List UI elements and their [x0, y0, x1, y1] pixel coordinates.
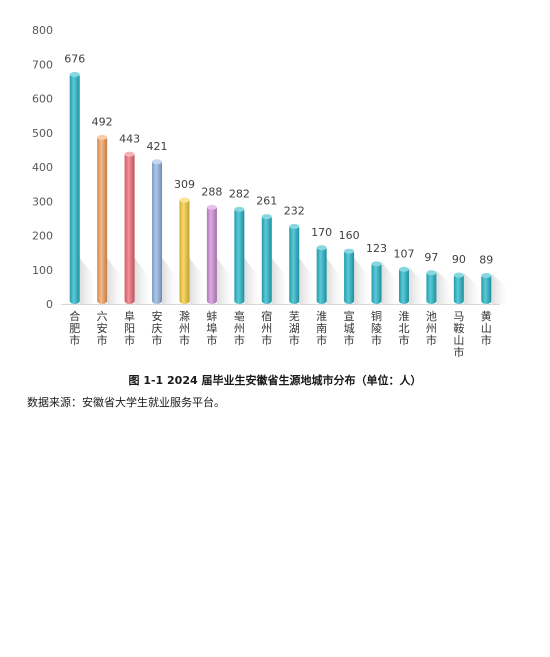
x-category-label: 合肥市 — [69, 309, 80, 347]
data-label: 492 — [92, 115, 113, 128]
bar — [344, 249, 355, 304]
bar-shadow — [326, 258, 343, 304]
bar-shadow — [436, 270, 453, 304]
bar — [481, 273, 492, 304]
bar-shadow — [162, 258, 179, 304]
bar-shadow — [408, 267, 425, 304]
x-category-label: 蚌埠市 — [206, 310, 217, 347]
x-category-label: 安庆市 — [152, 309, 163, 347]
x-category-label: 铜陵市 — [371, 309, 382, 347]
y-tick-label: 400 — [32, 161, 53, 174]
bar-shadow — [107, 258, 124, 304]
y-tick-label: 600 — [32, 93, 53, 106]
bar — [124, 152, 135, 304]
x-category-label: 宣城市 — [344, 309, 355, 347]
x-category-label: 芜湖市 — [289, 309, 300, 347]
bar — [289, 224, 300, 304]
bar — [69, 72, 80, 304]
bar-shadow — [134, 258, 151, 304]
y-tick-label: 300 — [32, 195, 53, 208]
y-tick-label: 200 — [32, 230, 53, 243]
bar-shadow — [216, 258, 233, 304]
bar — [398, 267, 409, 304]
y-tick-label: 500 — [32, 127, 53, 140]
data-label: 123 — [366, 242, 387, 255]
chart-caption: 图 1-1 2024 届毕业生安徽省生源地城市分布（单位：人） — [128, 374, 422, 387]
bar-shadow — [463, 273, 480, 304]
bar-shadow — [271, 258, 288, 304]
y-tick-label: 800 — [32, 24, 53, 37]
bar-cap — [206, 204, 217, 210]
bar-cap — [234, 206, 245, 212]
bar — [453, 273, 464, 304]
bar-cap — [179, 197, 190, 203]
bar-cap — [124, 151, 135, 157]
x-category-label: 宿州市 — [261, 309, 272, 347]
bar — [426, 270, 437, 304]
x-category-label: 马鞍山市 — [453, 310, 464, 359]
bar-shadow — [299, 258, 316, 304]
data-label: 282 — [229, 187, 250, 200]
data-label: 107 — [393, 247, 414, 260]
bar-shadow — [354, 258, 371, 304]
bar — [261, 214, 272, 304]
bar-shadow — [491, 273, 508, 304]
bar-shadow — [189, 258, 206, 304]
x-category-label: 池州市 — [426, 310, 437, 347]
bar-cap — [371, 261, 382, 267]
x-category-label: 淮北市 — [398, 310, 409, 347]
data-label: 261 — [256, 195, 277, 208]
bar-shadow — [381, 261, 398, 304]
bar — [152, 159, 163, 304]
bar-cap — [152, 159, 163, 165]
bar — [179, 198, 190, 304]
data-label: 232 — [284, 205, 305, 218]
bar-shadow — [79, 258, 96, 304]
bar — [316, 245, 327, 304]
data-label: 676 — [64, 52, 85, 65]
bar — [97, 135, 108, 304]
y-tick-label: 100 — [32, 264, 53, 277]
bar-shadow — [244, 258, 261, 304]
data-label: 288 — [201, 185, 222, 198]
bar — [206, 205, 217, 304]
bar — [234, 207, 245, 304]
x-category-label: 淮南市 — [316, 310, 327, 347]
bar-cap — [426, 270, 437, 276]
data-label: 97 — [424, 251, 438, 264]
bar — [371, 261, 382, 304]
data-source-note: 数据来源：安徽省大学生就业服务平台。 — [27, 396, 225, 409]
y-tick-label: 0 — [46, 298, 53, 311]
bar-cap — [261, 214, 272, 220]
data-label: 160 — [339, 229, 360, 242]
x-category-label: 滁州市 — [179, 309, 190, 347]
data-label: 170 — [311, 226, 332, 239]
bar-cap — [481, 273, 492, 279]
x-category-label: 黄山市 — [481, 309, 492, 347]
bar-cap — [97, 134, 108, 140]
bar-cap — [453, 272, 464, 278]
x-category-label: 阜阳市 — [124, 310, 135, 347]
y-tick-label: 700 — [32, 58, 53, 71]
x-category-label: 六安市 — [97, 310, 108, 347]
bar-cap — [316, 245, 327, 251]
data-label: 90 — [452, 253, 466, 266]
x-category-label: 亳州市 — [234, 309, 245, 347]
bar-cap — [398, 266, 409, 272]
bar-cap — [289, 224, 300, 230]
bar-cap — [344, 248, 355, 254]
bar-chart: 0 100 200 300 400 500 600 700 800 676 合肥市 492 六安市 443… — [32, 24, 508, 359]
data-label: 309 — [174, 178, 195, 191]
data-label: 443 — [119, 132, 140, 145]
data-label: 89 — [479, 254, 493, 267]
data-label: 421 — [147, 140, 168, 153]
bar-cap — [69, 71, 80, 77]
